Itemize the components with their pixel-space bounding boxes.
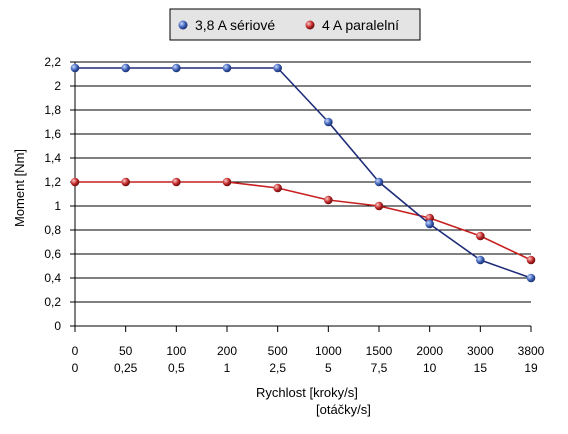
x-tick-label-secondary: 1 xyxy=(224,361,231,375)
y-tick-label: 1,6 xyxy=(44,127,61,141)
y-tick-label: 0 xyxy=(54,319,61,333)
series-1 xyxy=(70,63,536,283)
series-1-point xyxy=(526,273,536,283)
x-tick-label-secondary: 19 xyxy=(524,361,538,375)
legend-item-series-1: 3,8 A sériové xyxy=(178,17,275,33)
y-tick-label: 2 xyxy=(54,79,61,93)
x-tick-label-secondary: 15 xyxy=(474,361,488,375)
x-tick-label: 1500 xyxy=(366,344,393,358)
x-tick-label-secondary: 7,5 xyxy=(371,361,388,375)
axes xyxy=(74,62,531,327)
series-1-point xyxy=(222,63,232,73)
y-tick-label: 0,2 xyxy=(44,295,61,309)
x-tick-label: 50 xyxy=(119,344,133,358)
x-tick-label-secondary: 5 xyxy=(325,361,332,375)
x-tick-label-secondary: 0,25 xyxy=(114,361,138,375)
series-1-point xyxy=(121,63,130,73)
legend-item-series-2: 4 A paralelní xyxy=(305,17,399,33)
legend: 3,8 A sériové 4 A paralelní xyxy=(169,8,421,41)
series-2-point xyxy=(172,177,181,187)
legend-label-series-2: 4 A paralelní xyxy=(322,17,399,33)
y-axis-title: Moment [Nm] xyxy=(12,149,27,227)
x-tick-label-secondary: 0 xyxy=(72,361,79,375)
legend-marker-series-2 xyxy=(305,20,315,30)
series-2-point xyxy=(374,201,384,211)
series-2-point xyxy=(222,177,232,187)
series-2-point xyxy=(476,231,485,241)
data-series xyxy=(70,63,536,283)
y-tick-label: 1,4 xyxy=(44,151,61,165)
x-tick-label-secondary: 0,5 xyxy=(168,361,185,375)
x-tick-label: 500 xyxy=(268,344,288,358)
legend-box xyxy=(169,8,421,41)
series-2 xyxy=(70,177,536,265)
x-tick-label: 200 xyxy=(217,344,237,358)
y-tick-label: 1,2 xyxy=(44,175,61,189)
series-2-point xyxy=(425,213,434,223)
x-tick-label-secondary: 10 xyxy=(423,361,437,375)
x-axis-ticks: 00500,251000,520015002,51000515007,52000… xyxy=(72,326,545,375)
series-1-point xyxy=(324,117,333,127)
x-tick-label: 3000 xyxy=(467,344,494,358)
x-tick-label: 1000 xyxy=(315,344,342,358)
y-tick-label: 0,6 xyxy=(44,247,61,261)
y-tick-label: 0,4 xyxy=(44,271,61,285)
series-2-point xyxy=(273,183,282,193)
series-1-point xyxy=(273,63,282,73)
y-tick-label: 2,2 xyxy=(44,55,61,69)
x-axis-title-secondary: [otáčky/s] xyxy=(316,402,371,417)
x-tick-label-secondary: 2,5 xyxy=(269,361,286,375)
series-1-point xyxy=(172,63,181,73)
x-tick-label: 2000 xyxy=(416,344,443,358)
series-2-point xyxy=(121,177,130,187)
series-2-point xyxy=(526,255,536,265)
series-1-point xyxy=(425,219,434,229)
series-1-point xyxy=(476,255,485,265)
y-tick-label: 0,8 xyxy=(44,223,61,237)
series-1-point xyxy=(70,63,80,73)
x-axis-title: Rychlost [kroky/s] xyxy=(256,385,358,400)
series-line-1 xyxy=(75,67,532,279)
legend-label-series-1: 3,8 A sériové xyxy=(195,17,275,33)
x-tick-label: 100 xyxy=(166,344,186,358)
series-1-point xyxy=(374,177,384,187)
series-2-point xyxy=(70,177,80,187)
series-2-point xyxy=(324,195,333,205)
y-axis-ticks: 0 0,2 0,4 0,6 0,8 1 1,2 1,4 1,6 1,8 2 2,2 xyxy=(44,55,75,333)
y-tick-label: 1,8 xyxy=(44,103,61,117)
x-tick-label: 0 xyxy=(72,344,79,358)
series-line-2 xyxy=(75,181,532,261)
legend-marker-series-1 xyxy=(178,20,188,30)
y-tick-label: 1 xyxy=(54,199,61,213)
x-tick-label: 3800 xyxy=(518,344,545,358)
